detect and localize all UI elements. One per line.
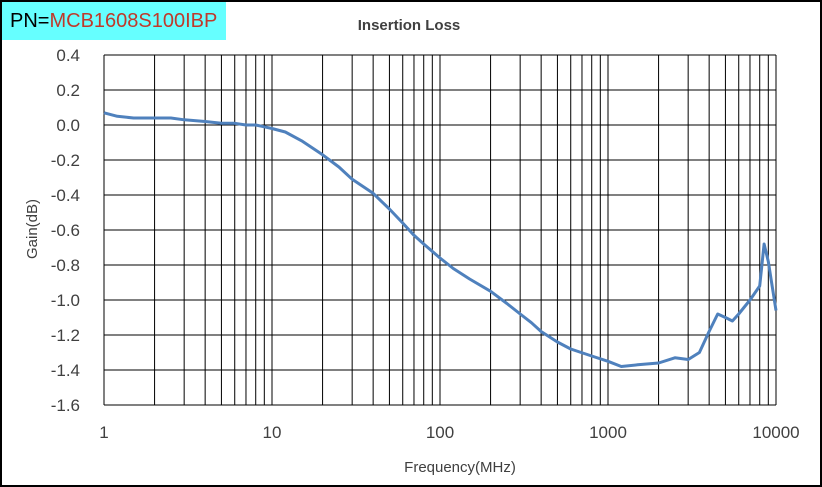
- grid: [103, 54, 777, 406]
- series-line: [103, 111, 778, 368]
- x-tick-label: 10: [263, 423, 282, 442]
- tick-labels: 0.4 0.2 0.0 -0.2 -0.4 -0.6 -0.8 -1.0 -1.2 -1.4 -1.…: [51, 46, 800, 442]
- chart-title: Insertion Loss: [358, 17, 461, 34]
- y-tick-label: -1.6: [51, 396, 80, 415]
- x-tick-label: 10000: [752, 423, 799, 442]
- y-tick-label: -1.4: [51, 361, 80, 380]
- y-tick-label: 0.0: [56, 116, 80, 135]
- y-tick-label: -0.6: [51, 221, 80, 240]
- x-tick-label: 1: [99, 423, 108, 442]
- part-number-badge: PN= MCB1608S100IBP: [2, 2, 226, 40]
- y-axis-label: Gain(dB): [24, 199, 41, 259]
- x-axis-label: Frequency(MHz): [404, 459, 516, 476]
- y-tick-label: 0.2: [56, 81, 80, 100]
- part-number-prefix: PN=: [10, 9, 50, 32]
- x-tick-label: 1000: [589, 423, 627, 442]
- x-tick-label: 100: [426, 423, 454, 442]
- y-tick-label: -0.2: [51, 151, 80, 170]
- y-tick-label: -1.2: [51, 326, 80, 345]
- y-tick-label: -0.8: [51, 256, 80, 275]
- y-tick-label: 0.4: [56, 46, 80, 65]
- part-number-value: MCB1608S100IBP: [49, 9, 218, 32]
- y-tick-label: -1.0: [51, 291, 80, 310]
- y-tick-label: -0.4: [51, 186, 80, 205]
